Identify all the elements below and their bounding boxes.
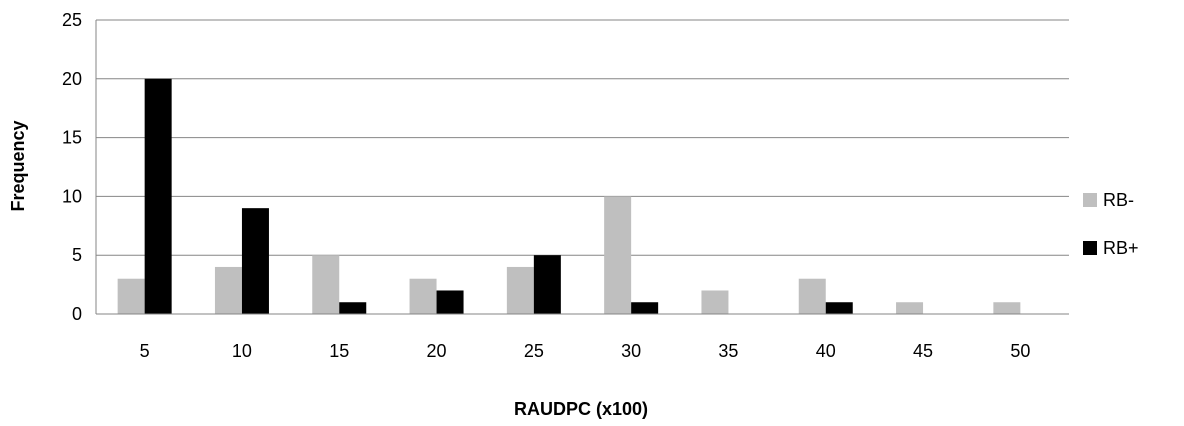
x-tick-label: 10 [232, 341, 252, 361]
y-tick-label: 5 [72, 245, 82, 265]
bar-rb-plus-30 [631, 302, 659, 314]
bar-rb-plus-25 [533, 255, 561, 314]
legend: RB- RB+ [1083, 190, 1139, 258]
bar-rb-minus-5 [117, 278, 145, 314]
bar-rb-minus-45 [896, 302, 924, 314]
bar-rb-minus-40 [798, 278, 826, 314]
gridlines [96, 19, 1069, 256]
y-tick-label: 25 [62, 10, 82, 30]
x-tick-label: 45 [913, 341, 933, 361]
bar-rb-plus-40 [825, 302, 853, 314]
legend-swatch [1083, 193, 1097, 207]
x-axis-title: RAUDPC (x100) [514, 399, 648, 419]
bar-rb-minus-25 [506, 266, 534, 314]
x-tick-label: 40 [816, 341, 836, 361]
x-tick-label: 30 [621, 341, 641, 361]
x-tick-label: 50 [1010, 341, 1030, 361]
bar-rb-minus-20 [409, 278, 437, 314]
legend-label: RB+ [1103, 238, 1139, 258]
bar-rb-minus-10 [214, 266, 242, 314]
x-tick-label: 15 [329, 341, 349, 361]
x-tick-label: 25 [524, 341, 544, 361]
y-tick-label: 0 [72, 304, 82, 324]
bar-rb-plus-5 [144, 78, 172, 314]
y-tick-label: 10 [62, 186, 82, 206]
x-tick-label: 35 [718, 341, 738, 361]
bar-rb-plus-20 [436, 290, 464, 314]
x-tick-labels: 5 10 15 20 25 30 35 40 45 50 [140, 341, 1031, 361]
legend-swatch [1083, 241, 1097, 255]
y-axis-title: Frequency [8, 120, 28, 211]
x-tick-label: 20 [427, 341, 447, 361]
bar-rb-plus-15 [339, 302, 367, 314]
y-tick-labels: 0 5 10 15 20 25 [62, 10, 82, 324]
bar-rb-minus-50 [993, 302, 1021, 314]
y-tick-label: 20 [62, 69, 82, 89]
y-tick-label: 15 [62, 128, 82, 148]
bar-rb-minus-30 [604, 196, 632, 314]
legend-label: RB- [1103, 190, 1134, 210]
x-tick-label: 5 [140, 341, 150, 361]
bar-rb-plus-10 [241, 208, 269, 314]
bar-rb-minus-35 [701, 290, 729, 314]
bar-rb-minus-15 [312, 255, 340, 314]
bars [117, 78, 1021, 314]
